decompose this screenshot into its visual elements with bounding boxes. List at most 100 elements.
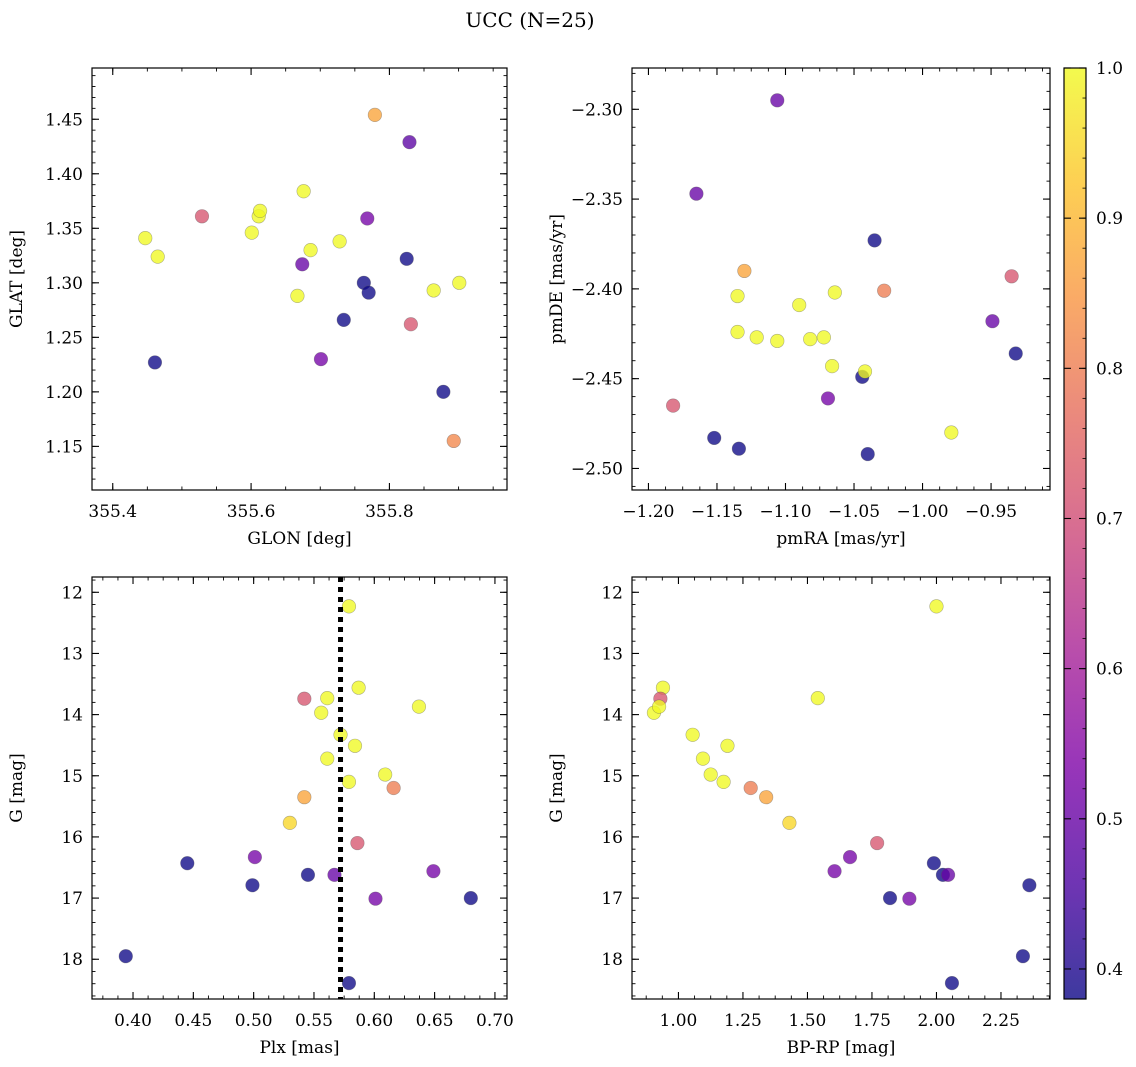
glon-glat-y-tick-label: 1.35 bbox=[45, 219, 83, 239]
pmra-pmde-x-axis-label: pmRA [mas/yr] bbox=[776, 529, 905, 549]
bprp-g-point-16 bbox=[842, 850, 858, 865]
plx-g-point-23 bbox=[463, 890, 478, 906]
bprp-g-y-tick-label: 13 bbox=[601, 644, 623, 664]
pmra-pmde-point-3 bbox=[867, 233, 882, 248]
glon-glat-points bbox=[138, 107, 467, 449]
bprp-g-y-axis-label: G [mag] bbox=[547, 753, 567, 822]
glon-glat-y-ticks: 1.15 1.20 1.25 1.30 1.35 1.40 1.45 bbox=[45, 75, 507, 480]
pmra-pmde-y-axis-label: pmDE [mas/yr] bbox=[547, 214, 567, 344]
bprp-g-point-23 bbox=[882, 890, 898, 906]
bprp-g-point-25 bbox=[944, 975, 960, 991]
bprp-g-point-21 bbox=[1022, 878, 1037, 893]
bprp-g-points bbox=[646, 599, 1037, 991]
glon-glat-point-16 bbox=[360, 211, 375, 226]
pmra-pmde-point-14 bbox=[770, 333, 785, 349]
plx-g-point-8 bbox=[347, 738, 363, 753]
bprp-g-point-20 bbox=[940, 867, 956, 882]
plx-g-point-16 bbox=[247, 850, 262, 865]
glon-glat-point-3 bbox=[147, 355, 163, 370]
glon-glat-y-tick-label: 1.20 bbox=[45, 383, 83, 403]
colorbar-gradient bbox=[1064, 68, 1086, 999]
bprp-g-x-tick-label: 2.25 bbox=[982, 1011, 1020, 1031]
plx-g-point-14 bbox=[282, 815, 297, 830]
plx-g-y-tick-label: 12 bbox=[61, 583, 83, 603]
glon-glat-y-axis-label: GLAT [deg] bbox=[7, 230, 27, 328]
glon-glat-point-10 bbox=[296, 184, 311, 199]
pmra-pmde-point-13 bbox=[749, 330, 764, 345]
glon-glat-point-12 bbox=[313, 352, 329, 367]
bprp-g-point-13 bbox=[759, 790, 774, 805]
glon-glat-point-7 bbox=[252, 203, 268, 218]
glon-glat-y-tick-label: 1.15 bbox=[45, 437, 83, 457]
pmra-pmde-axes-frame bbox=[631, 67, 1051, 491]
pmra-pmde-point-9 bbox=[1004, 269, 1019, 284]
glon-glat-x-tick-label: 355.8 bbox=[365, 502, 414, 522]
pmra-pmde-point-25 bbox=[944, 425, 959, 440]
plx-g-point-22 bbox=[368, 891, 383, 906]
plx-g-x-tick-label: 0.65 bbox=[416, 1011, 454, 1031]
bprp-g-point-7 bbox=[685, 727, 700, 742]
bprp-g-y-ticks: 12 13 14 15 16 17 18 bbox=[601, 579, 1050, 997]
glon-glat-y-tick-label: 1.45 bbox=[45, 110, 83, 130]
panel-bprp-g: 1.00 1.25 1.50 1.75 2.00 2.25 12 13 14 15 16 17 18 BP… bbox=[547, 576, 1051, 1058]
bprp-g-y-tick-label: 12 bbox=[601, 583, 623, 603]
pmra-pmde-y-tick-label: −2.45 bbox=[571, 370, 623, 390]
bprp-g-point-24 bbox=[1015, 949, 1031, 964]
pmra-pmde-point-24 bbox=[860, 446, 875, 462]
plx-g-point-5 bbox=[314, 705, 329, 720]
bprp-g-point-8 bbox=[720, 738, 735, 753]
plx-g-point-12 bbox=[386, 780, 401, 796]
pmra-pmde-y-tick-label: −2.35 bbox=[571, 190, 623, 210]
colorbar-tick-label: 0.6 bbox=[1096, 660, 1123, 680]
plx-g-point-6 bbox=[411, 699, 427, 714]
glon-glat-x-tick-label: 355.4 bbox=[88, 502, 137, 522]
glon-glat-point-20 bbox=[402, 135, 417, 150]
plx-g-y-tick-label: 17 bbox=[61, 889, 83, 909]
glon-glat-point-25 bbox=[452, 275, 467, 290]
plx-g-y-tick-label: 18 bbox=[61, 950, 83, 970]
pmra-pmde-x-tick-label: −0.95 bbox=[965, 502, 1017, 522]
pmra-pmde-point-23 bbox=[731, 441, 746, 456]
bprp-g-point-1 bbox=[929, 599, 944, 614]
bprp-g-x-axis-label: BP-RP [mag] bbox=[787, 1038, 896, 1058]
colorbar-tick-label: 0.4 bbox=[1096, 960, 1123, 980]
glon-glat-point-4 bbox=[194, 209, 210, 224]
plx-g-y-tick-label: 16 bbox=[61, 828, 83, 848]
glon-glat-point-23 bbox=[436, 384, 451, 399]
bprp-g-point-12 bbox=[743, 780, 758, 796]
plx-g-x-tick-label: 0.40 bbox=[114, 1011, 152, 1031]
plx-g-point-10 bbox=[378, 767, 393, 782]
pmra-pmde-x-ticks: −1.20 −1.15 −1.10 −1.05 −1.00 −0.95 bbox=[622, 68, 1043, 522]
colorbar-frame bbox=[1063, 67, 1087, 1000]
pmra-pmde-point-20 bbox=[820, 391, 836, 406]
plx-g-y-axis-label: G [mag] bbox=[7, 753, 27, 822]
bprp-g-x-tick-label: 1.75 bbox=[853, 1011, 891, 1031]
glon-glat-point-5 bbox=[244, 225, 259, 240]
bprp-g-point-18 bbox=[827, 864, 842, 879]
plx-g-point-19 bbox=[300, 867, 316, 882]
panels: 355.4 355.6 355.81.151.201.251.301.351.401… bbox=[7, 67, 1051, 1058]
glon-glat-point-14 bbox=[336, 312, 351, 327]
colorbar-tick-label: 0.9 bbox=[1096, 209, 1123, 229]
bprp-g-x-tick-label: 2.00 bbox=[918, 1011, 956, 1031]
pmra-pmde-y-tick-label: −2.40 bbox=[571, 280, 623, 300]
pmra-pmde-point-11 bbox=[1008, 346, 1023, 361]
pmra-pmde-point-1 bbox=[770, 93, 785, 108]
pmra-pmde-x-tick-label: −1.20 bbox=[622, 502, 674, 522]
bprp-g-point-11 bbox=[716, 774, 731, 789]
glon-glat-point-24 bbox=[446, 433, 461, 449]
bprp-g-point-9 bbox=[695, 751, 711, 766]
glon-glat-point-21 bbox=[403, 317, 418, 332]
plx-g-point-18 bbox=[426, 864, 441, 879]
pmra-pmde-point-8 bbox=[877, 283, 892, 298]
glon-glat-point-2 bbox=[150, 249, 165, 264]
colorbar-tick-label: 0.5 bbox=[1096, 810, 1123, 830]
plx-g-point-15 bbox=[350, 835, 365, 851]
glon-glat-point-1 bbox=[138, 231, 153, 246]
glon-glat-y-tick-label: 1.25 bbox=[45, 328, 83, 348]
bprp-g-point-4 bbox=[810, 690, 825, 706]
plx-g-point-17 bbox=[180, 856, 195, 871]
glon-glat-x-ticks: 355.4 355.6 355.8 bbox=[88, 68, 494, 522]
pmra-pmde-point-10 bbox=[985, 314, 1000, 329]
